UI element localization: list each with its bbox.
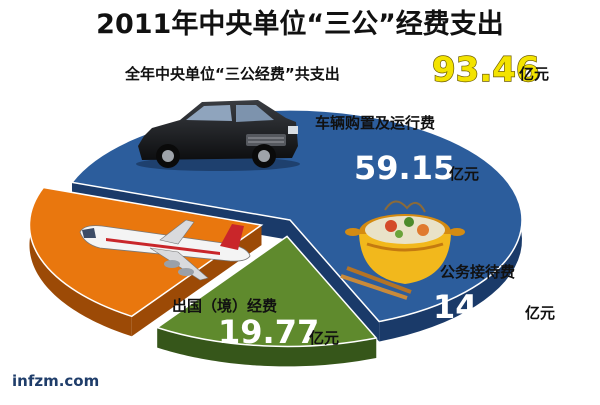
watermark: infzm.com — [12, 372, 99, 390]
slice-value-vehicles: 59.15 — [354, 149, 455, 187]
chart-subtitle: 全年中央单位“三公经费”共支出 — [124, 65, 340, 83]
slice-label-overseas: 出国（境）经费 — [172, 297, 277, 315]
slice-unit-overseas: 亿元 — [309, 329, 339, 347]
slice-unit-reception: 亿元 — [525, 304, 555, 322]
slice-value-overseas: 19.77 — [218, 313, 319, 351]
slice-label-reception: 公务接待费 — [440, 263, 515, 281]
slice-label-vehicles: 车辆购置及运行费 — [315, 114, 435, 132]
food-pot-icon — [340, 200, 465, 300]
chart-title: 2011年中央单位“三公”经费支出 — [96, 8, 504, 40]
slice-unit-vehicles: 亿元 — [449, 165, 479, 183]
total-unit: 亿元 — [519, 65, 549, 83]
car-icon — [136, 100, 300, 171]
total-value: 93.46 — [432, 50, 540, 90]
slice-reception — [155, 235, 378, 348]
slice-value-reception: 14.72 — [433, 288, 534, 326]
airplane-icon — [79, 219, 251, 281]
